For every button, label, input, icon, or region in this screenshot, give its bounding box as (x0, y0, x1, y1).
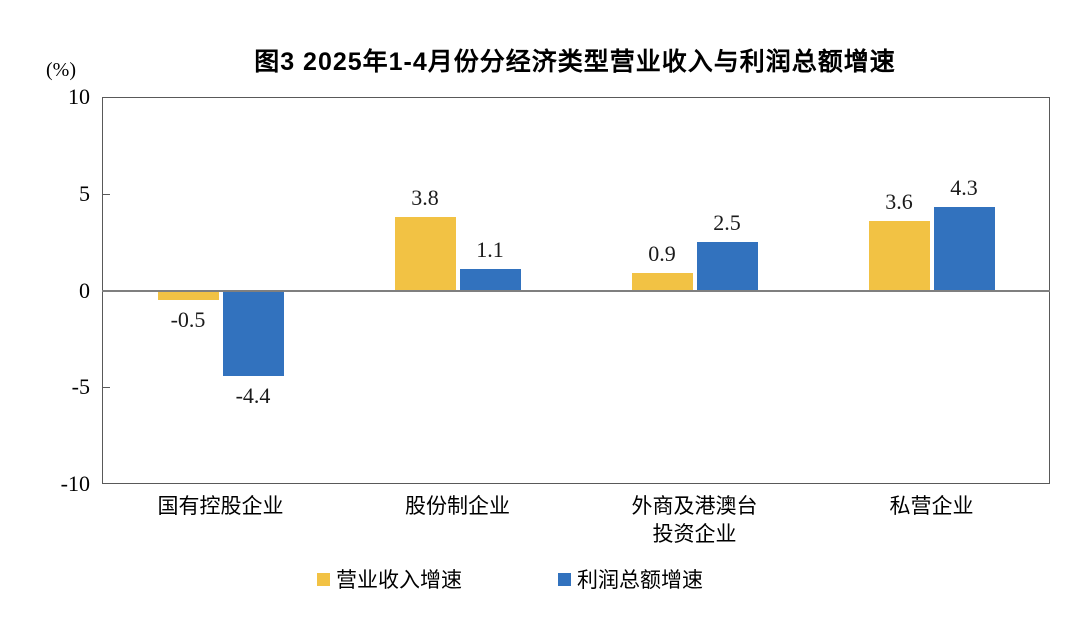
bar-营业收入增速 (868, 220, 930, 291)
bar-value-label: 2.5 (713, 210, 741, 236)
y-tick-label: -5 (71, 374, 90, 400)
bar-value-label: 0.9 (648, 241, 676, 267)
bar-利润总额增速 (459, 269, 521, 291)
y-tick-mark (102, 193, 110, 195)
x-category-label: 国有控股企业 (157, 495, 284, 518)
legend-swatch (558, 572, 571, 586)
bar-利润总额增速 (222, 290, 284, 376)
y-tick-mark (102, 387, 110, 389)
bar-利润总额增速 (933, 207, 995, 291)
bar-value-label: 3.8 (411, 184, 439, 210)
bar-value-label: -0.5 (170, 307, 206, 333)
legend-swatch (317, 572, 330, 586)
y-tick-label: 10 (68, 84, 90, 109)
y-tick-label: 0 (79, 277, 90, 303)
y-tick-label: -10 (60, 471, 90, 496)
legend-item: 营业收入增速 (317, 564, 462, 594)
legend-label: 利润总额增速 (577, 569, 703, 592)
bar-value-label: 4.3 (950, 175, 978, 201)
x-category-label: 股份制企业 (405, 495, 510, 518)
bar-营业收入增速 (394, 216, 456, 291)
y-tick-label: 5 (79, 180, 90, 206)
x-category-label: 外商及港澳台 投资企业 (631, 495, 758, 546)
x-category-label: 私营企业 (889, 495, 974, 518)
legend-label: 营业收入增速 (336, 569, 462, 592)
legend: 营业收入增速 利润总额增速 (0, 564, 1020, 594)
bar-value-label: -4.4 (235, 382, 271, 408)
bar-营业收入增速 (157, 290, 219, 301)
bar-利润总额增速 (696, 242, 758, 291)
legend-item: 利润总额增速 (558, 564, 703, 594)
y-axis-unit-label: (%) (46, 59, 76, 81)
zero-baseline (102, 289, 1050, 292)
bar-value-label: 3.6 (885, 188, 913, 214)
bar-value-label: 1.1 (476, 237, 504, 263)
chart-title: 图3 2025年1-4月份分经济类型营业收入与利润总额增速 (254, 48, 896, 76)
bar-营业收入增速 (631, 273, 693, 291)
